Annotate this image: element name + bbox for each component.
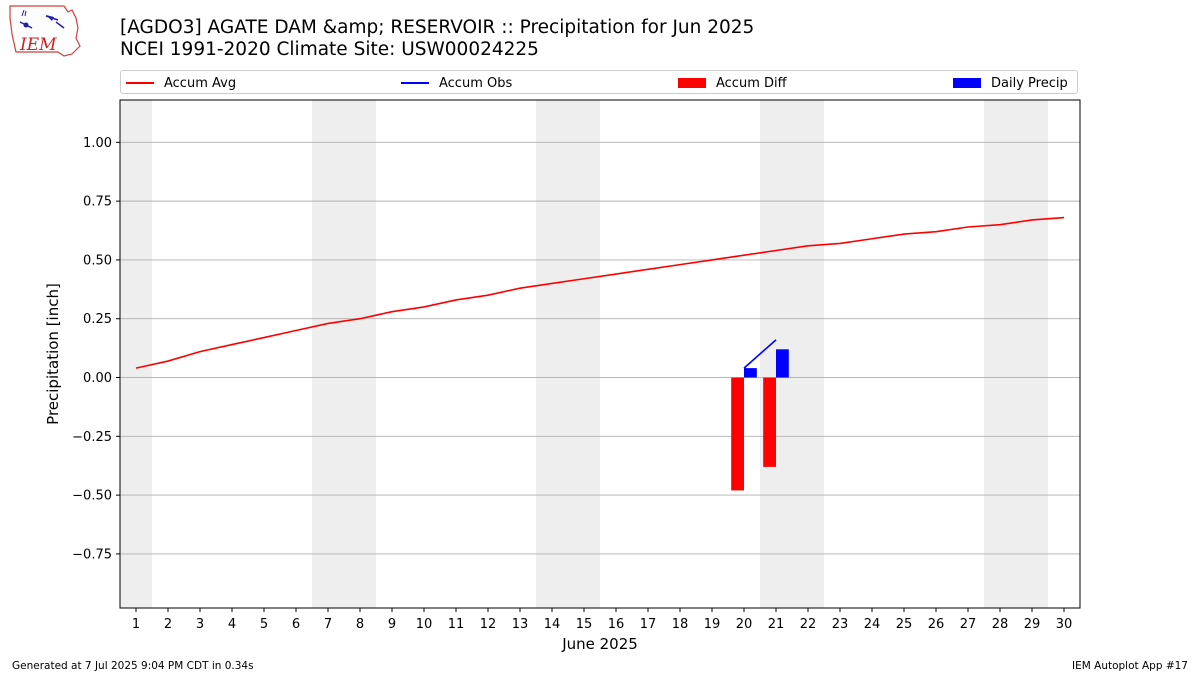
x-tick-label: 6 — [292, 617, 300, 632]
x-tick-label: 26 — [928, 617, 945, 632]
x-tick-label: 14 — [544, 617, 561, 632]
x-tick-label: 21 — [768, 617, 785, 632]
x-tick-label: 11 — [448, 617, 465, 632]
daily-precip-bar — [744, 368, 757, 378]
y-tick-label: 0.00 — [83, 371, 112, 386]
accum-diff-bar — [763, 377, 776, 467]
x-tick-label: 30 — [1056, 617, 1073, 632]
x-tick-label: 7 — [324, 617, 332, 632]
x-tick-label: 4 — [228, 617, 236, 632]
y-tick-label: 0.50 — [83, 253, 112, 268]
chart-subtitle: NCEI 1991-2020 Climate Site: USW00024225 — [120, 39, 539, 60]
x-tick-label: 10 — [416, 617, 433, 632]
y-tick-label: 1.00 — [83, 136, 112, 151]
weekend-band — [760, 100, 824, 608]
legend-swatch-accum-diff — [678, 78, 706, 88]
x-tick-label: 18 — [672, 617, 689, 632]
weekend-band — [120, 100, 152, 608]
x-tick-label: 28 — [992, 617, 1009, 632]
legend-label-accum-obs: Accum Obs — [439, 75, 513, 91]
accum-obs-line — [743, 339, 777, 369]
chart-legend: Accum Avg Accum Obs Accum Diff Daily Pre… — [120, 70, 1078, 94]
chart-title: [AGDO3] AGATE DAM &amp; RESERVOIR :: Pre… — [120, 17, 755, 38]
y-tick-label: −0.75 — [72, 547, 112, 562]
legend-swatch-daily-precip — [953, 78, 981, 88]
x-tick-label: 9 — [388, 617, 396, 632]
x-tick-label: 20 — [736, 617, 753, 632]
x-tick-label: 12 — [480, 617, 497, 632]
y-axis-ticks: −0.75 −0.50 −0.25 0.00 0.25 0.50 0.75 1.00 — [72, 136, 120, 562]
weekend-band — [536, 100, 600, 608]
y-axis-label: Precipitation [inch] — [44, 283, 62, 425]
y-tick-label: 0.25 — [83, 312, 112, 327]
x-tick-label: 15 — [576, 617, 593, 632]
legend-swatch-accum-obs — [401, 82, 429, 84]
weekend-band — [312, 100, 376, 608]
x-axis-ticks: 1 2 3 4 5 6 7 8 9 10 11 12 13 14 15 16 17 18 19 20 21 22 23 24 2… — [132, 608, 1072, 632]
x-tick-label: 1 — [132, 617, 140, 632]
x-tick-label: 17 — [640, 617, 657, 632]
x-tick-label: 23 — [832, 617, 849, 632]
legend-item-accum-diff: Accum Diff — [678, 74, 787, 92]
legend-swatch-accum-avg — [126, 82, 154, 84]
weekend-band — [984, 100, 1048, 608]
footer-app-label: IEM Autoplot App #17 — [1072, 660, 1188, 672]
y-tick-label: −0.50 — [72, 489, 112, 504]
logo-text: IEM — [19, 35, 57, 55]
x-tick-label: 8 — [356, 617, 364, 632]
x-tick-label: 3 — [196, 617, 204, 632]
x-tick-label: 24 — [864, 617, 881, 632]
daily-precip-bar — [776, 349, 789, 378]
legend-label-accum-diff: Accum Diff — [716, 75, 787, 91]
grid-lines — [120, 141, 1080, 555]
legend-item-daily-precip: Daily Precip — [953, 74, 1068, 92]
legend-label-accum-avg: Accum Avg — [164, 75, 237, 91]
bars — [731, 349, 789, 491]
footer-generated-text: Generated at 7 Jul 2025 9:04 PM CDT in 0… — [12, 660, 254, 672]
x-tick-label: 19 — [704, 617, 721, 632]
legend-label-daily-precip: Daily Precip — [991, 75, 1068, 91]
x-tick-label: 29 — [1024, 617, 1041, 632]
x-tick-label: 2 — [164, 617, 172, 632]
x-axis-label: June 2025 — [561, 635, 638, 653]
y-tick-label: −0.25 — [72, 430, 112, 445]
accum-avg-line — [135, 216, 1065, 369]
lines — [135, 216, 1065, 369]
plot-frame — [119, 99, 1081, 609]
x-tick-label: 5 — [260, 617, 268, 632]
x-tick-label: 22 — [800, 617, 817, 632]
x-tick-label: 27 — [960, 617, 977, 632]
weekend-shading — [120, 100, 1048, 608]
x-tick-label: 25 — [896, 617, 913, 632]
x-tick-label: 16 — [608, 617, 625, 632]
x-tick-label: 13 — [512, 617, 529, 632]
legend-item-accum-avg: Accum Avg — [126, 74, 236, 92]
accum-diff-bar — [731, 377, 744, 491]
y-tick-label: 0.75 — [83, 195, 112, 210]
legend-item-accum-obs: Accum Obs — [401, 74, 512, 92]
iem-logo: IEM — [9, 5, 81, 57]
